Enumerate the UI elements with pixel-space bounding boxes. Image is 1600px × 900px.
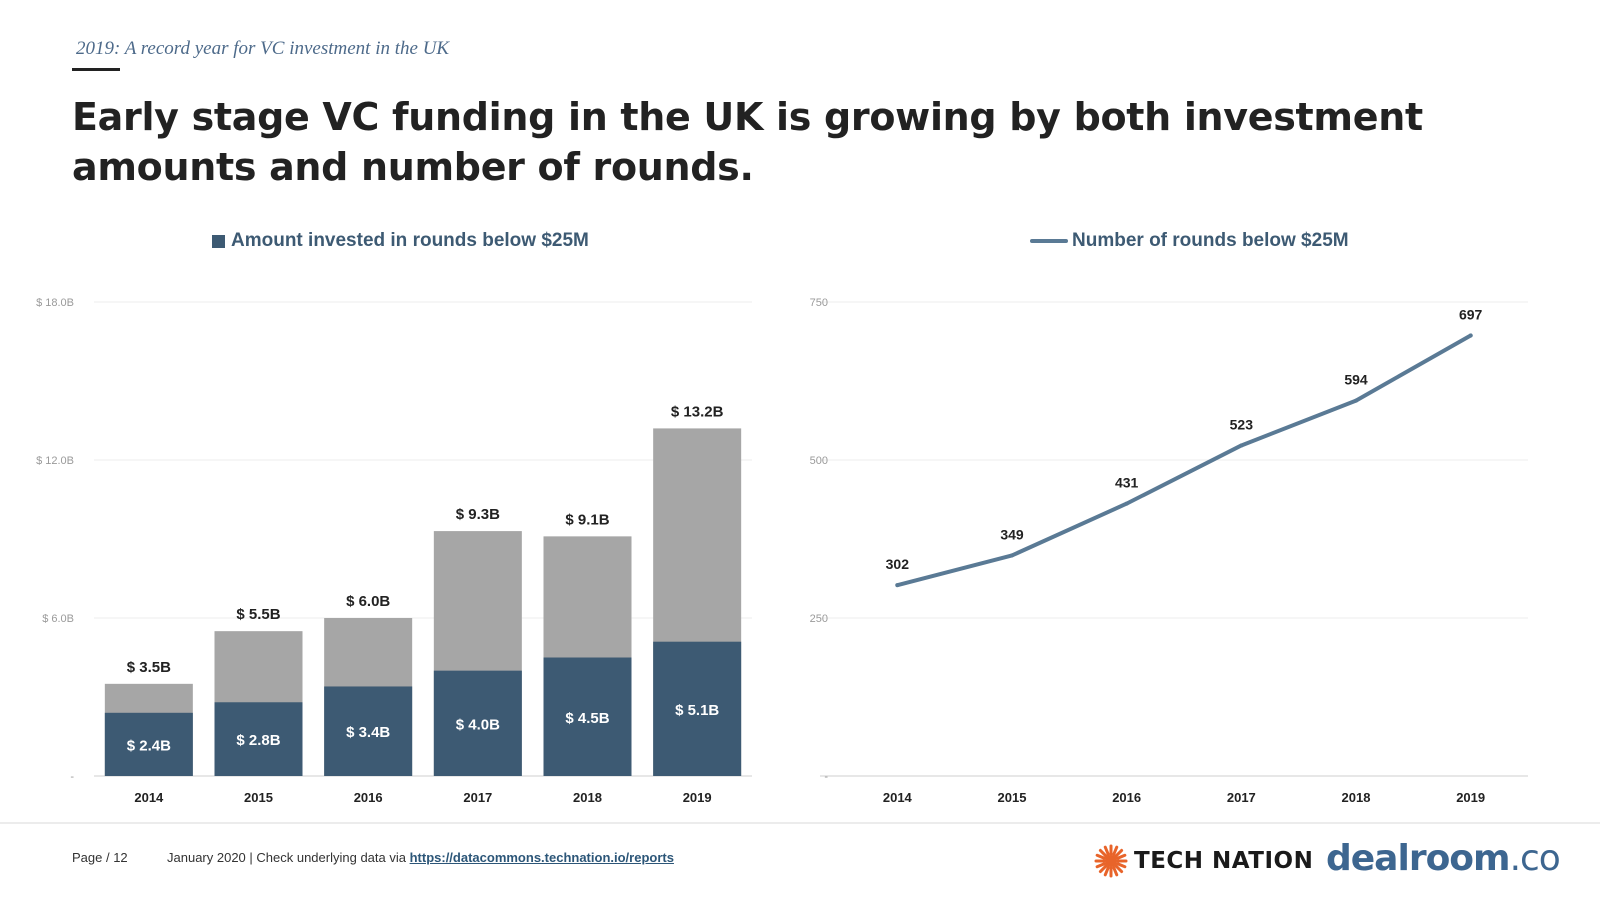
x-tick-label: 2015	[244, 790, 273, 805]
dealroom-suffix: .co	[1509, 838, 1561, 879]
x-tick-label: 2018	[573, 790, 602, 805]
tech-nation-logo[interactable]: TECH NATION	[1094, 844, 1313, 878]
bar-below-25m	[433, 670, 522, 776]
bar-below-25m	[104, 712, 193, 776]
inner-data-label: $ 5.1B	[675, 702, 719, 719]
total-data-label: $ 9.1B	[565, 511, 609, 528]
x-tick-label: 2017	[1227, 790, 1256, 805]
sunburst-icon	[1094, 844, 1128, 878]
y-tick-label: $ 6.0B	[42, 613, 74, 625]
legend-swatch	[212, 234, 225, 248]
bar-chart-legend: Amount invested in rounds below $25M	[212, 230, 589, 252]
legend-line-swatch	[1030, 239, 1068, 243]
sunburst-ray	[1098, 848, 1108, 858]
y-tick-label: $ 12.0B	[36, 455, 74, 467]
data-point	[1010, 553, 1014, 558]
x-tick-label: 2016	[1112, 790, 1141, 805]
y-tick-label: 500	[810, 455, 828, 467]
inner-data-label: $ 2.4B	[127, 737, 171, 754]
x-tick-label: 2018	[1342, 790, 1371, 805]
x-tick-label: 2017	[463, 790, 492, 805]
total-data-label: $ 3.5B	[127, 659, 171, 676]
total-data-label: $ 6.0B	[346, 593, 390, 610]
sunburst-ray	[1115, 862, 1127, 869]
sunburst-ray	[1114, 848, 1124, 858]
total-data-label: $ 13.2B	[671, 403, 724, 420]
bar-below-25m	[543, 657, 632, 776]
x-tick-label: 2015	[998, 790, 1027, 805]
y-tick-label: 250	[810, 613, 828, 625]
bar-legend-label: Amount invested in rounds below $25M	[231, 230, 589, 251]
x-tick-label: 2016	[354, 790, 383, 805]
sunburst-ray	[1114, 864, 1124, 874]
sunburst-ray	[1098, 864, 1108, 874]
data-label: 349	[1000, 526, 1024, 542]
bar-below-25m	[214, 702, 303, 776]
sunburst-ray	[1095, 853, 1107, 860]
x-tick-label: 2019	[1456, 790, 1485, 805]
dealroom-logo[interactable]: dealroom.co	[1326, 838, 1561, 879]
x-tick-label: 2014	[134, 790, 164, 805]
sunburst-ray	[1095, 862, 1107, 869]
footer-note-text: January 2020 | Check underlying data via	[167, 850, 410, 865]
page-kicker: 2019: A record year for VC investment in…	[76, 38, 450, 59]
y-tick-label: 750	[810, 297, 828, 309]
bar-below-25m	[324, 686, 413, 776]
inner-data-label: $ 3.4B	[346, 724, 390, 741]
bar-below-25m	[653, 641, 742, 776]
series-line	[895, 333, 1473, 588]
bar-chart: $ 18.0B $ 12.0B $ 6.0B - $ 3.5B $ 2.4B 2014 $ 5…	[36, 297, 752, 805]
data-label: 594	[1344, 372, 1368, 388]
sunburst-ray	[1103, 845, 1110, 857]
sunburst-ray	[1112, 845, 1119, 857]
page-title: Early stage VC funding in the UK is grow…	[72, 95, 1423, 189]
tech-nation-wordmark: TECH NATION	[1134, 848, 1314, 874]
total-data-label: $ 5.5B	[236, 606, 280, 623]
inner-data-label: $ 2.8B	[236, 732, 280, 749]
data-label: 302	[886, 556, 910, 572]
total-data-label: $ 9.3B	[456, 506, 500, 523]
line-chart: 750 500 250 - 302 2014 349 2015 431 2016 523 2017 59…	[810, 297, 1528, 805]
data-point	[1354, 398, 1358, 403]
x-tick-label: 2019	[683, 790, 712, 805]
data-point	[1468, 333, 1473, 338]
sunburst-ray	[1115, 853, 1127, 860]
data-label: 697	[1459, 306, 1483, 322]
sunburst-ray	[1112, 865, 1119, 877]
data-label: 523	[1230, 416, 1254, 432]
dealroom-wordmark: dealroom	[1326, 838, 1511, 879]
kicker-divider	[72, 68, 120, 71]
y-tick-label: -	[70, 771, 74, 783]
data-point	[1124, 501, 1129, 506]
line-chart-legend: Number of rounds below $25M	[1030, 230, 1349, 252]
y-tick-label: $ 18.0B	[36, 297, 74, 309]
inner-data-label: $ 4.0B	[456, 716, 500, 733]
footer-note: January 2020 | Check underlying data via…	[167, 850, 674, 865]
data-point	[895, 583, 900, 588]
x-tick-label: 2014	[883, 790, 913, 805]
data-point	[1239, 443, 1244, 448]
sunburst-ray	[1103, 865, 1110, 877]
footer-divider	[0, 822, 1600, 824]
inner-data-label: $ 4.5B	[565, 710, 609, 727]
y-tick-label: -	[824, 771, 828, 783]
data-label: 431	[1115, 475, 1139, 491]
line-legend-label: Number of rounds below $25M	[1072, 230, 1349, 251]
data-source-link[interactable]: https://datacommons.technation.io/report…	[409, 850, 674, 865]
page-number: Page / 12	[72, 850, 128, 865]
